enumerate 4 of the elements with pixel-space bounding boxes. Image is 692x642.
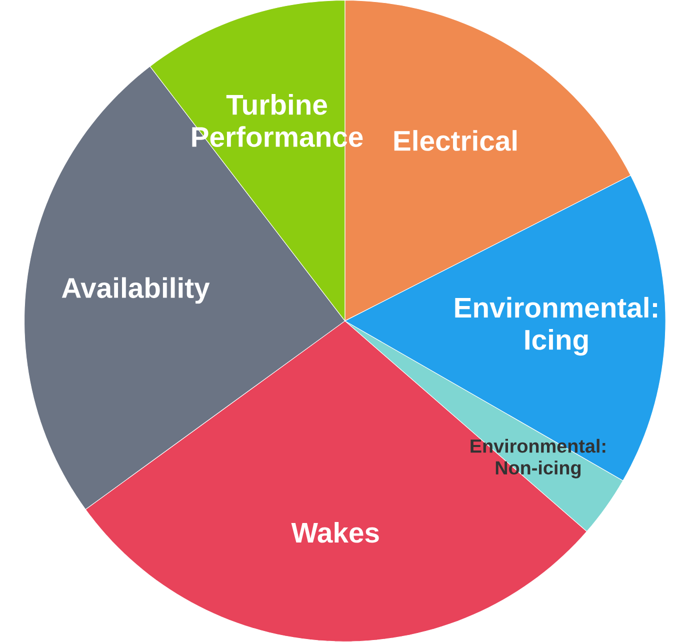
slice-label: Availability xyxy=(62,277,210,304)
slice-label: Environmental: Icing xyxy=(455,296,657,356)
slice-label: Wakes xyxy=(291,522,379,543)
slice-label: Electrical xyxy=(394,130,517,151)
